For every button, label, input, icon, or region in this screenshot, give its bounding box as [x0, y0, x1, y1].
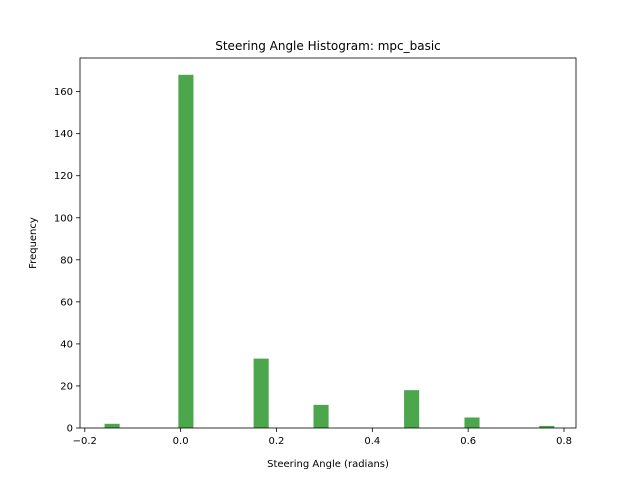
x-tick-label: 0.8	[556, 436, 572, 447]
y-tick-label: 40	[60, 339, 73, 350]
x-tick-label: 0.0	[173, 436, 189, 447]
y-axis-label: Frequency	[28, 217, 39, 269]
x-tick-label: 0.2	[269, 436, 285, 447]
y-tick-label: 140	[54, 129, 73, 140]
axes-layer: −0.2 0.0 0.2 0.4 0.6 0.8 0 20 40 60 80 100 120 140 160	[54, 57, 577, 447]
y-tick-label: 100	[54, 213, 73, 224]
x-tick-label: 0.6	[460, 436, 476, 447]
y-tick-label: 20	[60, 381, 73, 392]
histogram-bar	[404, 390, 420, 428]
y-tick-label: 80	[60, 255, 73, 266]
histogram-bar	[253, 358, 269, 428]
plot-frame	[79, 57, 577, 429]
histogram-bar	[313, 404, 329, 428]
histogram-bar	[539, 425, 555, 428]
y-tick-label: 0	[67, 424, 73, 435]
histogram-bar	[104, 423, 120, 428]
y-tick-label: 160	[54, 87, 73, 98]
chart-title: Steering Angle Histogram: mpc_basic	[215, 39, 441, 53]
x-tick-label: 0.4	[364, 436, 380, 447]
bars-layer	[104, 74, 555, 429]
histogram-bar	[464, 417, 480, 428]
x-axis-label: Steering Angle (radians)	[267, 459, 389, 470]
y-tick-label: 60	[60, 297, 73, 308]
x-tick-label: −0.2	[73, 436, 97, 447]
histogram-bar	[178, 74, 194, 429]
y-tick-label: 120	[54, 171, 73, 182]
